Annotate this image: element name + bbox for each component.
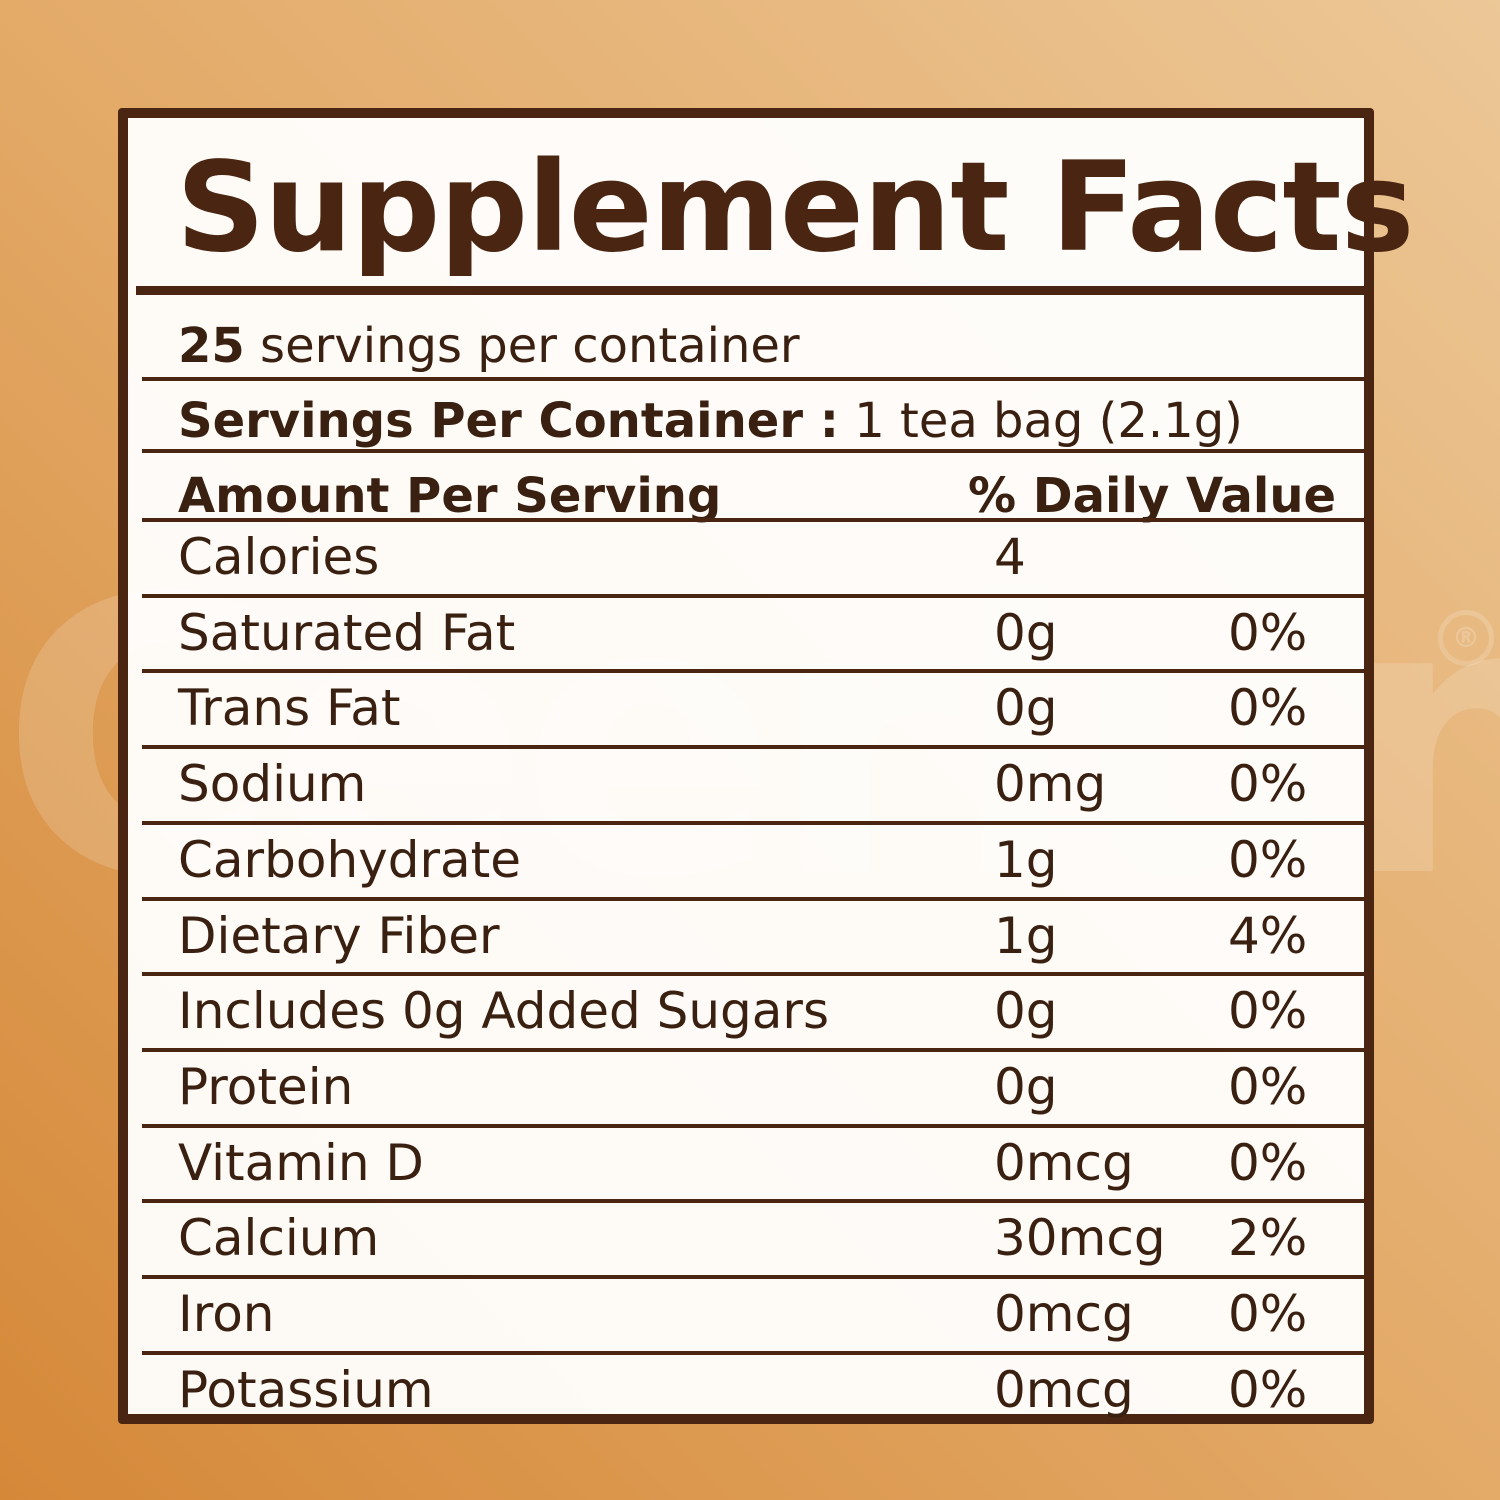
- nutrient-daily-value: 0%: [1228, 1360, 1308, 1419]
- divider: [142, 518, 1364, 522]
- divider: [142, 449, 1364, 453]
- nutrient-amount: 0mg: [994, 755, 1107, 814]
- title-divider: [136, 286, 1364, 295]
- nutrient-daily-value: 0%: [1228, 679, 1308, 738]
- nutrient-row: Potassium 0mcg 0%: [128, 1355, 1364, 1425]
- nutrient-amount: 0g: [994, 603, 1058, 662]
- nutrient-name: Carbohydrate: [178, 830, 522, 889]
- servings-count: 25: [178, 318, 245, 374]
- panel-title: Supplement Facts: [176, 136, 1414, 280]
- nutrient-amount: 1g: [994, 906, 1058, 965]
- nutrient-daily-value: 0%: [1228, 755, 1308, 814]
- nutrient-amount: 30mcg: [994, 1209, 1166, 1268]
- row-divider: [142, 1123, 1364, 1128]
- nutrient-row: Saturated Fat 0g 0%: [128, 598, 1364, 668]
- nutrient-row: Calcium 30mcg 2%: [128, 1203, 1364, 1273]
- row-divider: [142, 896, 1364, 901]
- row-divider: [142, 820, 1364, 825]
- nutrient-name: Dietary Fiber: [178, 906, 500, 965]
- amount-per-serving-header: Amount Per Serving: [178, 468, 722, 524]
- nutrient-row: Includes 0g Added Sugars 0g 0%: [128, 976, 1364, 1046]
- serving-size-label: Servings Per Container :: [178, 393, 839, 449]
- nutrient-row: Vitamin D 0mcg 0%: [128, 1128, 1364, 1198]
- nutrient-daily-value: 0%: [1228, 982, 1308, 1041]
- nutrient-daily-value: 0%: [1228, 603, 1308, 662]
- servings-text: servings per container: [244, 318, 800, 374]
- nutrient-name: Calories: [178, 528, 380, 586]
- nutrient-amount: 0mcg: [994, 1285, 1134, 1343]
- nutrient-row: Trans Fat 0g 0%: [128, 673, 1364, 743]
- nutrient-amount: 0g: [994, 1057, 1058, 1116]
- nutrient-amount: 0g: [994, 679, 1058, 738]
- row-divider: [142, 669, 1364, 674]
- nutrient-amount: 0mcg: [994, 1133, 1134, 1192]
- nutrient-daily-value: 4%: [1228, 906, 1308, 965]
- nutrient-name: Protein: [178, 1057, 354, 1116]
- nutrient-daily-value: 2%: [1228, 1209, 1308, 1268]
- row-divider: [142, 1350, 1364, 1355]
- nutrient-daily-value: 0%: [1228, 1285, 1308, 1343]
- serving-size-line: Servings Per Container : 1 tea bag (2.1g…: [178, 391, 1243, 451]
- row-divider: [142, 972, 1364, 977]
- nutrient-amount: 0g: [994, 982, 1058, 1041]
- divider: [142, 377, 1364, 381]
- nutrient-name: Trans Fat: [178, 679, 401, 738]
- servings-per-container-line: 25 servings per container: [178, 316, 800, 376]
- nutrient-amount: 4: [994, 528, 1026, 586]
- nutrient-name: Calcium: [178, 1209, 380, 1268]
- row-divider: [142, 593, 1364, 598]
- row-divider: [142, 745, 1364, 750]
- nutrient-row: Sodium 0mg 0%: [128, 749, 1364, 819]
- nutrient-row: Carbohydrate 1g 0%: [128, 825, 1364, 895]
- nutrient-row: Protein 0g 0%: [128, 1052, 1364, 1122]
- nutrient-name: Saturated Fat: [178, 603, 516, 662]
- supplement-facts-panel: Supplement Facts 25 servings per contain…: [118, 108, 1414, 1425]
- serving-size-value: 1 tea bag (2.1g): [838, 393, 1243, 449]
- row-divider: [142, 1199, 1364, 1204]
- nutrient-daily-value: 0%: [1228, 1133, 1308, 1192]
- nutrient-row: Calories 4: [128, 522, 1364, 592]
- nutrient-name: Iron: [178, 1285, 275, 1343]
- registered-mark-icon: ®: [1438, 610, 1494, 666]
- daily-value-header: % Daily Value: [968, 468, 1337, 524]
- nutrient-row: Iron 0mcg 0%: [128, 1279, 1364, 1349]
- nutrient-name: Vitamin D: [178, 1133, 424, 1192]
- nutrient-amount: 1g: [994, 830, 1058, 889]
- row-divider: [142, 1047, 1364, 1052]
- nutrient-daily-value: 0%: [1228, 1057, 1308, 1116]
- nutrient-name: Includes 0g Added Sugars: [178, 982, 830, 1041]
- nutrient-row: Dietary Fiber 1g 4%: [128, 901, 1364, 971]
- nutrient-daily-value: 0%: [1228, 830, 1308, 889]
- nutrient-amount: 0mcg: [994, 1360, 1134, 1419]
- nutrient-name: Sodium: [178, 755, 367, 814]
- nutrient-name: Potassium: [178, 1360, 434, 1419]
- row-divider: [142, 1275, 1364, 1279]
